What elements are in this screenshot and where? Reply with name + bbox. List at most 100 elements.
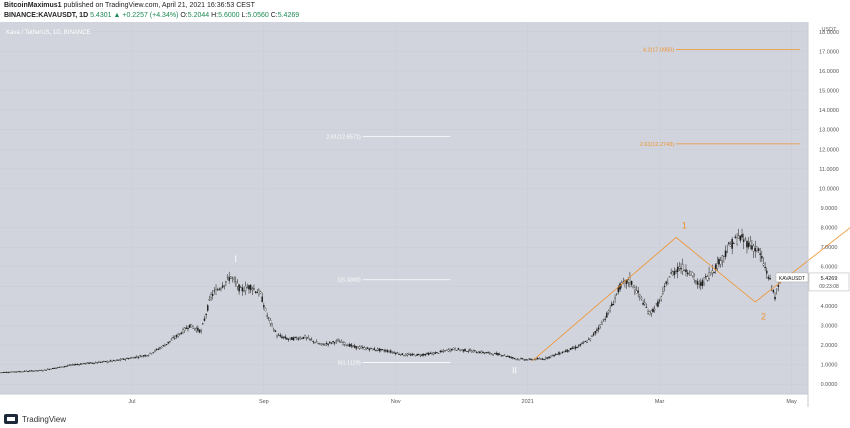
candle-body <box>310 339 313 341</box>
candle-body <box>277 334 280 336</box>
candle-body <box>7 372 9 374</box>
candle-body <box>150 353 153 355</box>
candle-body <box>390 350 392 353</box>
candle-body <box>404 353 407 356</box>
candle-body <box>644 302 646 305</box>
candle-body <box>167 341 169 344</box>
candle-body <box>149 352 151 354</box>
candle-body <box>345 344 348 346</box>
candle-body <box>287 339 290 340</box>
candle-body <box>436 352 438 353</box>
candle-body <box>520 358 522 360</box>
author-name[interactable]: BitcoinMaximus1 <box>4 2 62 9</box>
footer-brand[interactable]: TradingView <box>22 414 67 424</box>
candle-body <box>475 352 478 354</box>
candle-body <box>58 366 61 368</box>
candle-body <box>737 235 740 239</box>
candle-body <box>141 356 143 358</box>
candle-body <box>564 350 567 352</box>
candle-body <box>734 236 737 238</box>
candle-body <box>342 342 344 345</box>
candle-body <box>762 263 765 266</box>
candle-body <box>147 355 150 357</box>
price-axis[interactable]: 18.0000 17.0000 16.0000 15.0000 14.0000 13.00… <box>819 30 839 388</box>
candle-body <box>218 288 221 290</box>
candle-body <box>510 357 512 359</box>
candle-body <box>495 352 498 355</box>
candle-body <box>739 235 742 241</box>
candle-body <box>253 288 255 290</box>
symbol-label: BINANCE:KAVAUSDT, 1D <box>4 12 89 19</box>
candle-body <box>152 352 155 354</box>
candle-body <box>681 264 684 272</box>
candle-body <box>291 337 293 340</box>
candle-body <box>584 341 587 343</box>
candle-body <box>764 266 766 269</box>
candle-body <box>172 337 174 339</box>
candle-body <box>157 348 160 350</box>
candle-body <box>477 352 479 354</box>
candle-body <box>99 361 102 363</box>
open-value: 5.2044 <box>187 12 210 19</box>
candle-body <box>551 354 554 356</box>
candle-body <box>424 354 427 356</box>
candle-body <box>479 351 481 354</box>
candle-body <box>709 272 712 275</box>
candle-body <box>775 288 778 290</box>
candle-body <box>614 297 616 300</box>
candle-body <box>370 347 372 349</box>
close-value: 5.4269 <box>277 12 300 19</box>
candle-body <box>744 238 747 240</box>
candle-body <box>729 244 732 247</box>
candle-body <box>769 278 771 280</box>
candle-body <box>706 276 709 281</box>
candle-body <box>662 291 664 294</box>
candle-body <box>488 352 491 354</box>
candle-body <box>550 355 552 358</box>
candle-body <box>446 349 448 351</box>
candle-body <box>113 359 115 361</box>
candle-body <box>271 323 273 325</box>
last-price: 5.4301 <box>90 12 112 19</box>
candle-body <box>80 363 82 365</box>
candle-body <box>559 353 562 355</box>
candle-body <box>38 370 41 371</box>
candle-body <box>162 345 164 347</box>
publish-info: BitcoinMaximus1 published on TradingView… <box>4 2 255 9</box>
candle-body <box>91 362 94 364</box>
candle-body <box>592 333 595 336</box>
candle-body <box>10 371 13 373</box>
candle-body <box>282 336 285 338</box>
candle-body <box>642 302 644 305</box>
candle-body <box>177 334 179 337</box>
candle-body <box>652 308 654 313</box>
candle-body <box>507 355 509 357</box>
candle-body <box>472 350 475 353</box>
candle-body <box>358 346 361 349</box>
candle-body <box>388 351 390 353</box>
candle-body <box>136 356 138 358</box>
candle-body <box>75 364 77 366</box>
price-chart[interactable]: 4.2(17.0950) 2.61(12.6571) 2.61(12.2743) 1(… <box>0 22 850 412</box>
candle-body <box>726 251 728 253</box>
candle-body <box>650 310 653 314</box>
candle-body <box>772 289 775 293</box>
candle-body <box>442 350 445 352</box>
candle-body <box>665 281 667 284</box>
candle-body <box>716 263 719 269</box>
candle-body <box>251 288 254 291</box>
candle-body <box>23 370 26 372</box>
candle-body <box>129 357 132 359</box>
candle-body <box>439 350 442 352</box>
candle-body <box>594 331 597 334</box>
tradingview-logo-icon[interactable] <box>4 414 18 424</box>
time-axis[interactable]: JulSepNov2021MarMayJulSepNov <box>128 399 850 405</box>
candle-body <box>383 350 385 352</box>
candle-body <box>164 345 166 347</box>
candle-body <box>742 239 745 242</box>
candle-body <box>713 272 715 274</box>
candle-body <box>170 339 173 341</box>
candle-body <box>540 358 542 360</box>
candle-body <box>408 354 410 355</box>
candle-body <box>220 288 222 290</box>
